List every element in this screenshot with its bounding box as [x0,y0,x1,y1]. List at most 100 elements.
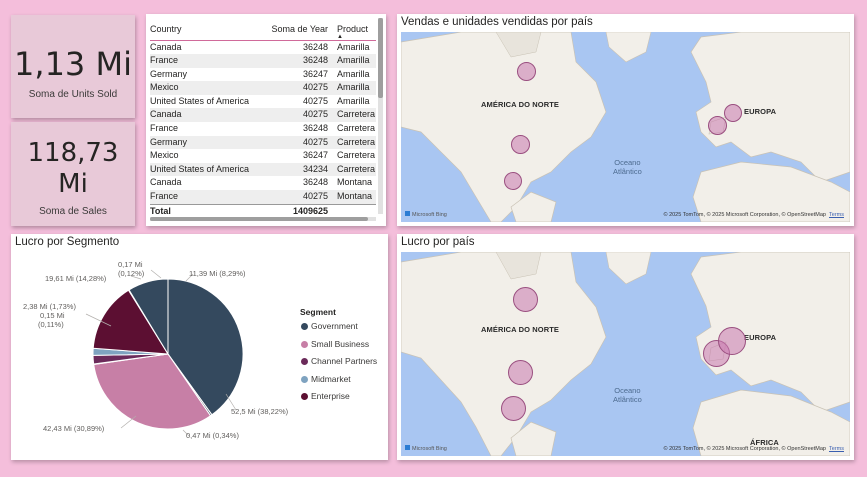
cell-product: Montana [334,190,376,205]
total-empty [334,203,376,220]
map1-bubble-canada[interactable] [517,62,536,81]
bing-icon [405,211,410,216]
legend-label: Small Business [311,338,370,349]
map2-bubble-germany[interactable] [718,327,746,355]
table-row[interactable]: Canada 36248 Amarilla [150,40,376,54]
legend-label: Channel Partners [311,356,378,366]
table-row[interactable]: Germany 40275 Carretera [150,135,376,150]
kpi-card-units[interactable]: 1,13 Mi Soma de Units Sold [11,15,135,118]
cell-product: Amarilla [337,41,370,52]
legend-dot-icon [301,393,308,400]
total-label: Total [150,203,268,220]
pie-legend-title: Segment [300,307,336,317]
map1-bing-label: Microsoft Bing [412,212,447,218]
map2-bubble-usa[interactable] [508,360,533,385]
table-row[interactable]: Mexico 36247 Carretera [150,149,376,163]
map1-bing-logo: Microsoft Bing [405,211,447,218]
country-product-table[interactable]: Country Soma de Year Product ▲ Canada 362… [146,14,386,226]
pie-slice-government[interactable] [167,278,244,416]
legend-item[interactable]: Government [301,321,358,331]
legend-dot-icon [301,323,308,330]
cell-country: United States of America [150,162,268,177]
cell-country: Germany [150,68,188,79]
col-product[interactable]: Product ▲ [334,18,376,41]
pie-label-top: 0,17 Mi (0,12%) [118,260,144,278]
profit-by-segment-panel[interactable]: Lucro por Segmento 19,61 Mi (14,28%) 0,1… [11,234,388,460]
sort-ascending-icon: ▲ [337,34,343,40]
map2-title: Lucro por país [401,236,475,248]
legend-dot-icon [301,340,308,348]
cell-country: Canada [150,177,182,188]
map1-bubble-france[interactable] [708,116,727,135]
table-row[interactable]: France 36248 Amarilla [150,54,376,68]
col-product-label: Product [337,23,369,34]
table-header-row: Country Soma de Year Product ▲ [150,18,376,41]
cell-country: Mexico [150,150,179,161]
table-row[interactable]: France 36248 Carretera [150,122,376,136]
pie-label-top-line2: (0,12%) [118,269,145,278]
pie-label-midmarket: 2,38 Mi (1,73%) 0,15 Mi (0,11%) [23,302,76,329]
legend-item[interactable]: Channel Partners [301,356,377,366]
pie-leader-line [225,393,237,411]
cell-product: Amarilla [334,81,376,95]
map2-terms-link[interactable]: Terms [829,446,844,452]
pie-chart[interactable] [11,234,388,460]
cell-product: Amarilla [337,95,370,106]
map2-bubble-canada[interactable] [513,287,538,312]
map1-bubble-mexico[interactable] [504,172,522,190]
cell-year: 36247 [302,150,328,161]
data-table: Country Soma de Year Product ▲ Canada 362… [150,18,376,220]
map2-bing-logo: Microsoft Bing [405,445,447,452]
col-year[interactable]: Soma de Year [268,18,334,41]
cell-product: Amarilla [337,68,370,79]
map1-bubble-germany[interactable] [724,104,742,122]
map1-ocean-line1: Oceano [614,158,641,167]
table-row[interactable]: Canada 40275 Carretera [150,108,376,123]
cell-year: 36248 [302,123,328,134]
map1-bubble-usa[interactable] [511,135,530,154]
pie-label-midmarket-line1: 2,38 Mi (1,73%) [23,302,76,311]
map1-terms-link[interactable]: Terms [829,212,844,218]
legend-item[interactable]: Small Business [301,339,369,349]
map-profit-panel[interactable]: Lucro por país AMÉRICA DO NORTE EUROPA Á… [397,234,854,460]
cell-year: 36248 [302,177,328,188]
kpi-sales-value-line2: Mi [58,169,88,199]
map2-label-africa: ÁFRICA [750,438,779,447]
map2-canvas[interactable]: AMÉRICA DO NORTE EUROPA ÁFRICA Oceano At… [401,252,850,456]
col-country[interactable]: Country [150,18,268,41]
table-row[interactable]: France 40275 Montana [150,190,376,205]
cell-country: Canada [150,108,268,123]
map2-label-ocean: Oceano Atlântico [613,386,642,404]
table-row[interactable]: Canada 36248 Montana [150,176,376,190]
cell-year: 40275 [302,95,328,106]
pie-label-midmarket-line2: 0,15 Mi [40,311,65,320]
map-sales-units-panel[interactable]: Vendas e unidades vendidas por país AMÉR… [397,14,854,226]
table-horizontal-scrollbar[interactable] [150,217,376,221]
pie-slice-small-business[interactable] [93,353,212,430]
cell-year: 34234 [268,162,334,177]
table-hscroll-thumb[interactable] [150,217,368,221]
map2-bing-label: Microsoft Bing [412,446,447,452]
table-row[interactable]: United States of America 34234 Carretera [150,162,376,177]
map1-ocean-line2: Atlântico [613,167,642,176]
table-row[interactable]: Mexico 40275 Amarilla [150,81,376,95]
table-row[interactable]: Germany 36247 Amarilla [150,68,376,82]
cell-country: United States of America [150,95,250,106]
map1-label-north-america: AMÉRICA DO NORTE [481,100,559,109]
table-vertical-scrollbar[interactable] [378,18,383,214]
bing-icon [405,445,410,450]
kpi-units-label: Soma de Units Sold [28,89,118,100]
map2-bubble-mexico[interactable] [501,396,526,421]
kpi-card-sales[interactable]: 118,73 Mi Soma de Sales [11,122,135,226]
legend-dot-icon [301,358,308,365]
legend-item[interactable]: Midmarket [301,374,351,384]
legend-item[interactable]: Enterprise [301,391,350,401]
kpi-sales-label: Soma de Sales [39,206,107,217]
table-row[interactable]: United States of America 40275 Amarilla [150,95,376,109]
map1-canvas[interactable]: AMÉRICA DO NORTE EUROPA Oceano Atlântico… [401,32,850,222]
pie-slice-government[interactable] [128,278,169,356]
map1-label-ocean: Oceano Atlântico [613,158,642,176]
table-scrollbar-thumb[interactable] [378,18,383,98]
pie-slice-enterprise[interactable] [92,289,169,355]
pie-label-small-business: 42,43 Mi (30,89%) [43,424,105,433]
